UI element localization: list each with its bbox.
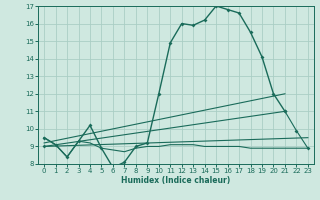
X-axis label: Humidex (Indice chaleur): Humidex (Indice chaleur): [121, 176, 231, 185]
